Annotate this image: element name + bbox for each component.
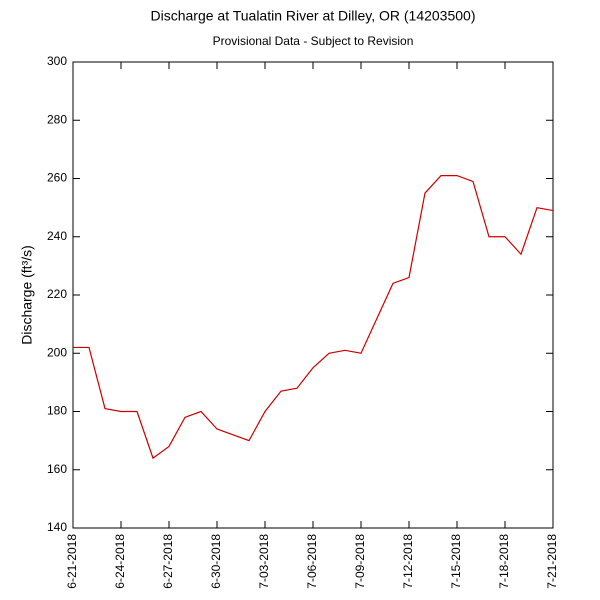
y-tick-label: 240 xyxy=(47,229,67,243)
y-tick-label: 300 xyxy=(47,54,67,68)
chart-title: Discharge at Tualatin River at Dilley, O… xyxy=(150,8,475,24)
chart-subtitle: Provisional Data - Subject to Revision xyxy=(213,34,414,48)
x-tick-label: 6-24-2018 xyxy=(113,534,127,589)
x-tick-label: 6-21-2018 xyxy=(65,534,79,589)
x-tick-label: 7-21-2018 xyxy=(545,534,559,589)
y-tick-label: 180 xyxy=(47,404,67,418)
x-tick-label: 7-15-2018 xyxy=(449,534,463,589)
x-tick-label: 7-18-2018 xyxy=(497,534,511,589)
x-tick-label: 7-09-2018 xyxy=(353,534,367,589)
y-tick-label: 160 xyxy=(47,462,67,476)
x-tick-label: 7-12-2018 xyxy=(401,534,415,589)
y-axis-label: Discharge (ft³/s) xyxy=(19,245,35,345)
x-tick-label: 7-03-2018 xyxy=(257,534,271,589)
y-tick-label: 260 xyxy=(47,171,67,185)
data-line xyxy=(73,174,554,460)
x-tick-label: 6-27-2018 xyxy=(161,534,175,589)
x-tick-label: 7-06-2018 xyxy=(305,534,319,589)
y-tick-label: 220 xyxy=(47,287,67,301)
y-tick-label: 280 xyxy=(47,112,67,126)
plot-frame xyxy=(72,61,554,529)
y-tick-label: 140 xyxy=(47,520,67,534)
y-tick-label: 200 xyxy=(47,345,67,359)
x-tick-label: 6-30-2018 xyxy=(209,534,223,589)
